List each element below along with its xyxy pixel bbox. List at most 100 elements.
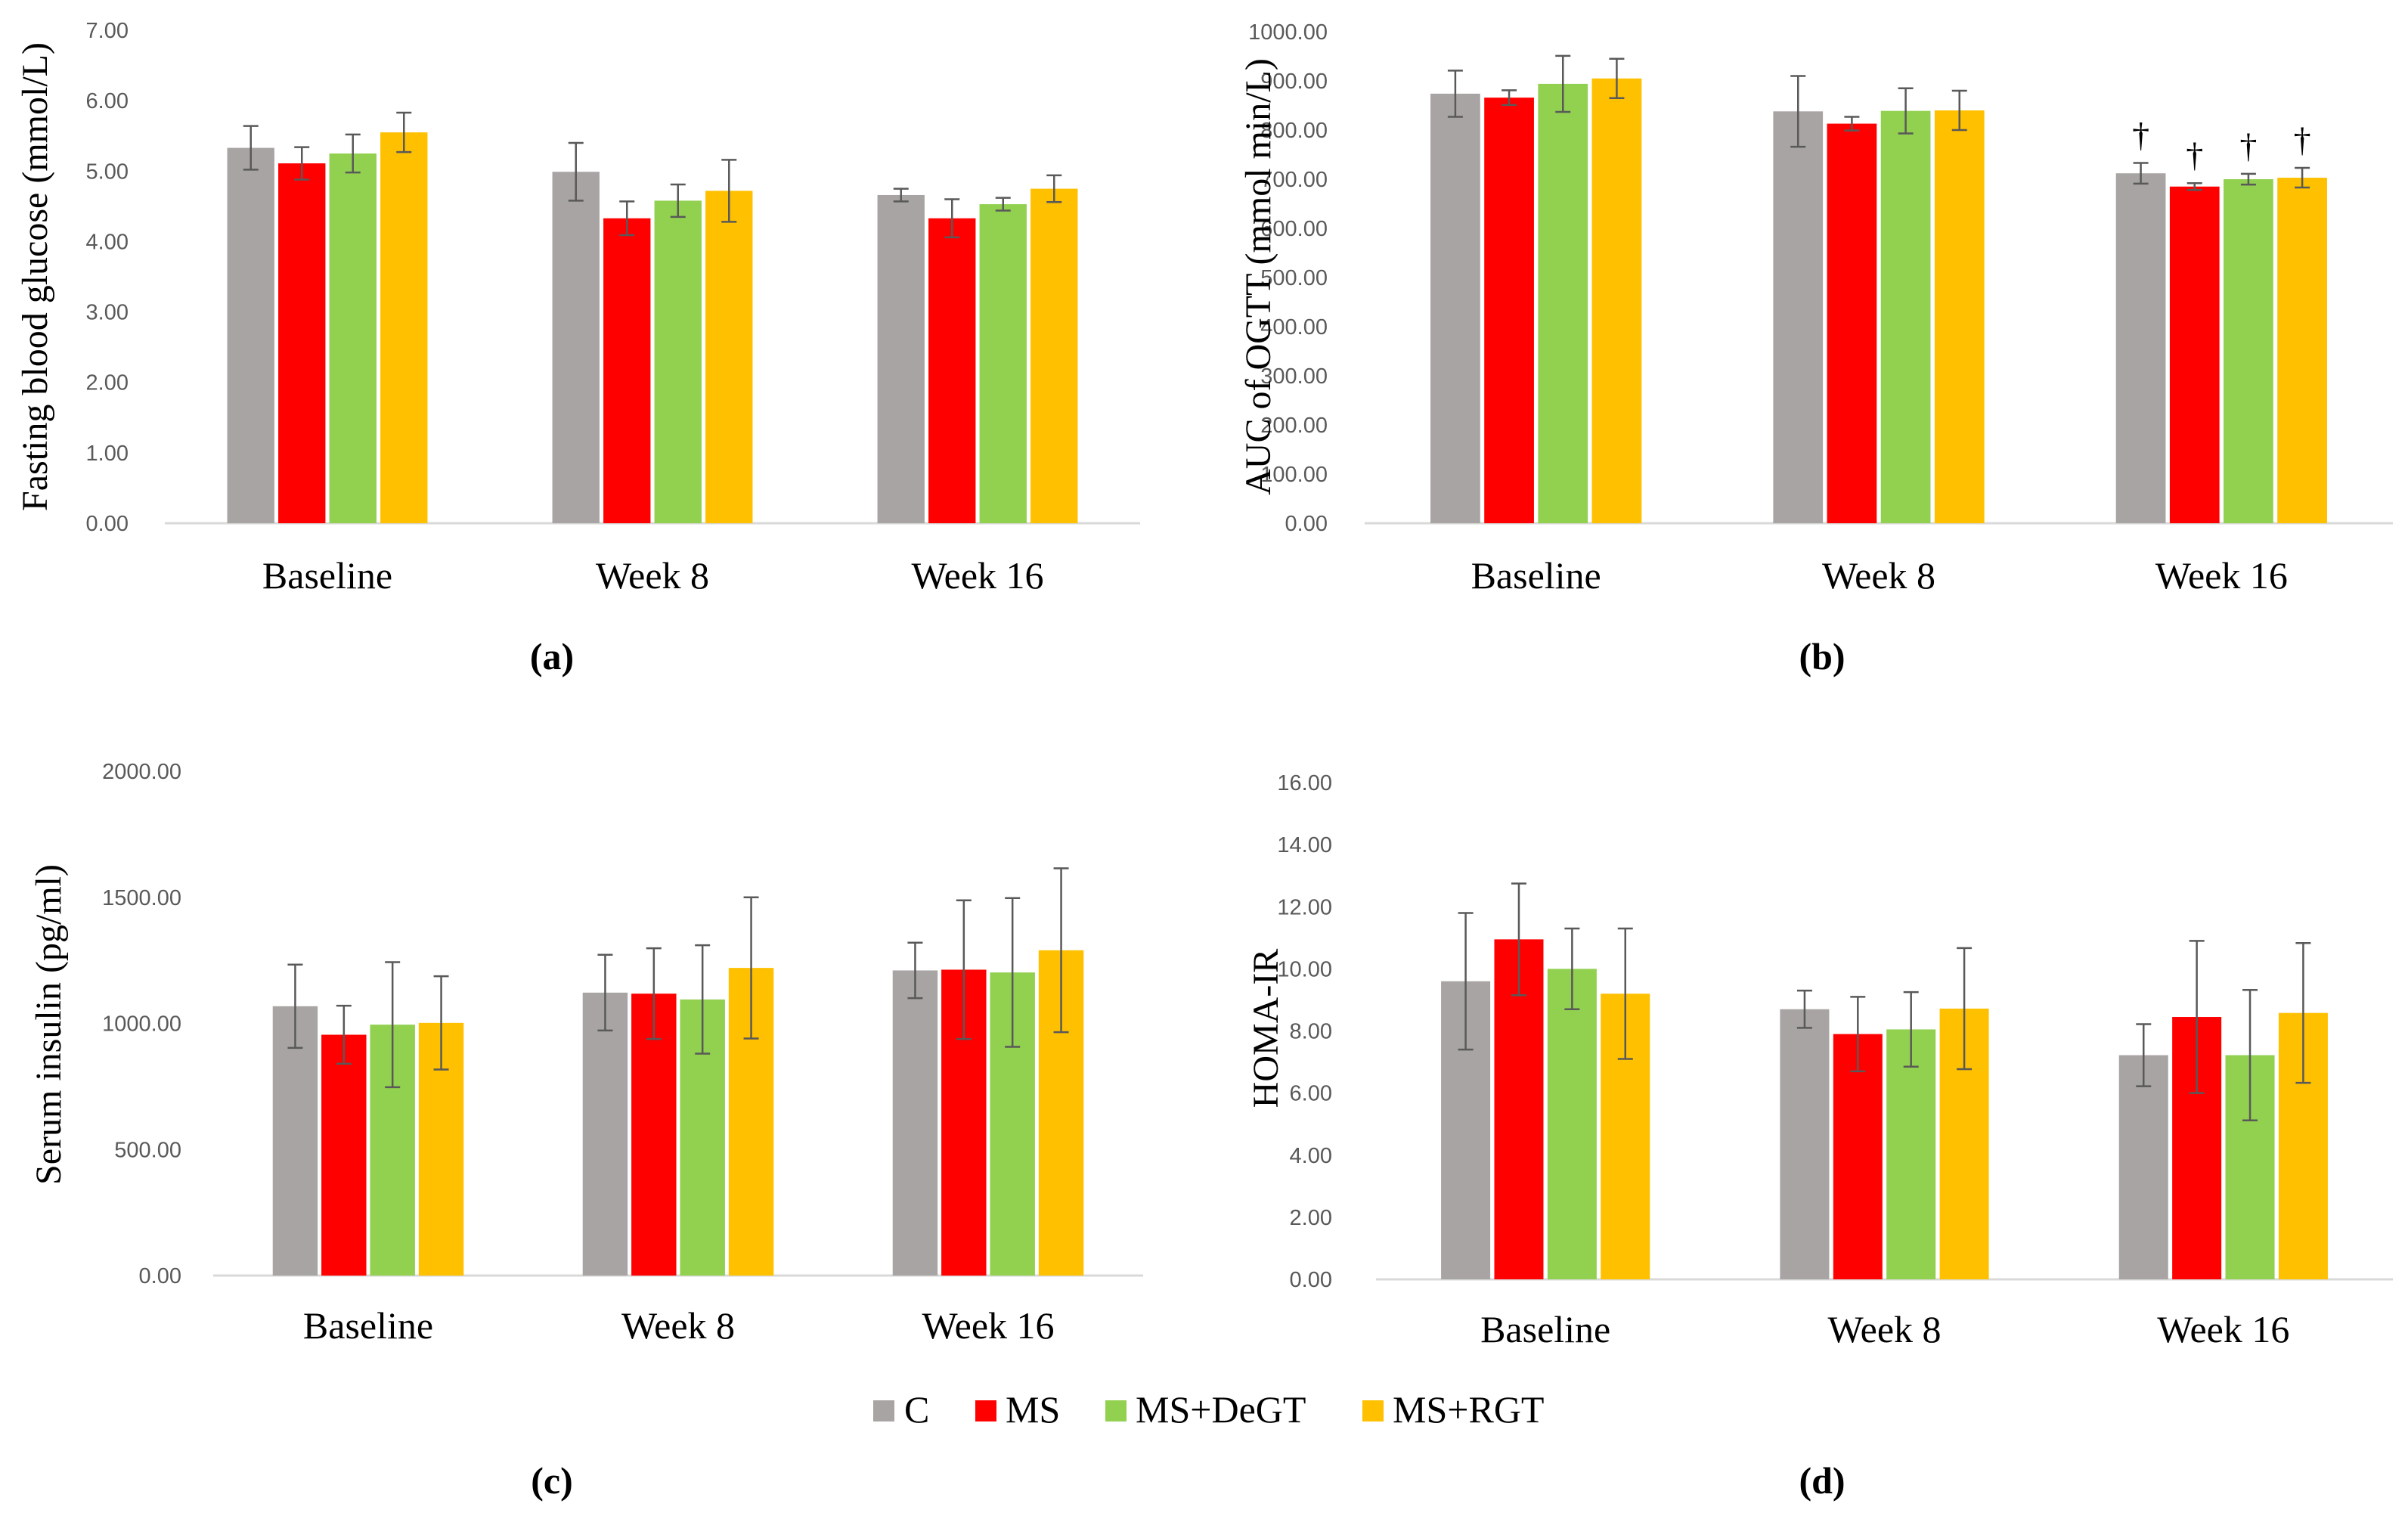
legend-label-ms-rgt: MS+RGT — [1393, 1388, 1544, 1431]
bar-ms-week-8 — [1827, 123, 1877, 524]
category-label-baseline: Baseline — [303, 1304, 433, 1347]
bar-ms-baseline — [278, 163, 326, 524]
category-label-week-16: Week 16 — [922, 1304, 1054, 1347]
y-tick-label: 1000.00 — [1248, 20, 1328, 45]
y-tick-label: 0.00 — [1285, 512, 1328, 536]
bar-ms-degt-week-8 — [1886, 1029, 1936, 1279]
y-tick-label: 100.00 — [1260, 463, 1328, 487]
bar-c-week-8 — [552, 172, 600, 523]
bar-c-week-8 — [1773, 111, 1824, 524]
legend-item-ms: MS — [975, 1388, 1060, 1431]
legend-item-c: C — [873, 1388, 929, 1431]
bar-ms-week-8 — [1833, 1034, 1883, 1279]
y-tick-label: 6.00 — [86, 89, 129, 113]
y-tick-label: 500.00 — [1260, 266, 1328, 290]
panel-label-a: (a) — [530, 635, 574, 677]
bar-ms-week-16 — [928, 218, 976, 523]
bar-c-week-16 — [877, 194, 925, 523]
y-axis-label: HOMA-IR — [1246, 949, 1286, 1108]
y-axis-label: AUC of OGTT (mmol min/L) — [1238, 58, 1278, 495]
y-tick-label: 3.00 — [86, 301, 129, 325]
bar-ms-degt-baseline — [329, 153, 377, 523]
category-label-week-8: Week 8 — [1822, 554, 1935, 597]
y-axis-label: Serum insulin (pg/ml) — [29, 864, 69, 1185]
legend-item-ms-degt: MS+DeGT — [1105, 1388, 1306, 1431]
y-tick-label: 8.00 — [1290, 1020, 1332, 1044]
chart-a: 0.00 1.00 2.00 3.00 4.00 5.00 6.00 7.00 Fasting … — [15, 19, 1140, 677]
y-tick-label: 900.00 — [1260, 70, 1328, 94]
bar-c-baseline — [227, 147, 274, 523]
y-tick-label: 600.00 — [1260, 217, 1328, 241]
y-tick-label: 700.00 — [1260, 168, 1328, 192]
chart-c: 0.00 500.00 1000.00 1500.00 2000.00 Serum ins… — [29, 760, 1143, 1502]
chart-b: 0.00 100.00 200.00 300.00 400.00 500.00 600.00… — [1238, 20, 2393, 677]
bar-ms-degt-baseline — [1547, 969, 1597, 1279]
significance-dagger: † — [2186, 135, 2203, 174]
chart-d: 0.00 2.00 4.00 6.00 8.00 10.00 12.00 14.00 16.00… — [1246, 771, 2393, 1502]
y-tick-label: 1.00 — [86, 442, 129, 466]
category-label-week-16: Week 16 — [2155, 554, 2288, 597]
y-tick-label: 2.00 — [86, 371, 129, 395]
legend-swatch-c — [873, 1400, 894, 1421]
legend-label-c: C — [904, 1388, 929, 1431]
category-label-week-8: Week 8 — [596, 554, 709, 597]
y-tick-label: 7.00 — [86, 19, 129, 43]
y-tick-label: 300.00 — [1260, 364, 1328, 389]
bar-ms-degt-baseline — [1538, 83, 1588, 523]
bar-c-week-8 — [1780, 1009, 1830, 1279]
bar-ms-degt-week-16 — [2224, 179, 2273, 523]
bar-ms-rgt-baseline — [1591, 78, 1642, 523]
y-tick-label: 2.00 — [1290, 1206, 1332, 1230]
y-tick-label: 800.00 — [1260, 119, 1328, 143]
bar-c-week-8 — [582, 992, 628, 1276]
category-label-baseline: Baseline — [1480, 1308, 1610, 1350]
bar-c-week-16 — [2115, 173, 2166, 523]
legend-label-ms: MS — [1006, 1388, 1060, 1431]
y-tick-label: 500.00 — [114, 1138, 181, 1162]
bar-ms-week-16 — [2169, 186, 2220, 523]
bar-ms-baseline — [1484, 98, 1534, 524]
category-label-week-16: Week 16 — [911, 554, 1043, 597]
y-tick-label: 1000.00 — [102, 1012, 181, 1037]
bar-ms-degt-week-8 — [654, 200, 702, 523]
bar-c-week-16 — [892, 970, 938, 1276]
y-tick-label: 14.00 — [1277, 833, 1332, 857]
bar-c-baseline — [1430, 93, 1480, 523]
y-tick-label: 4.00 — [86, 230, 129, 254]
y-tick-label: 0.00 — [1290, 1268, 1332, 1292]
bar-ms-week-8 — [603, 218, 651, 523]
panel-label-b: (b) — [1799, 635, 1845, 677]
y-tick-label: 12.00 — [1277, 895, 1332, 919]
bar-ms-rgt-week-8 — [705, 191, 753, 523]
y-tick-label: 16.00 — [1277, 771, 1332, 795]
category-label-week-8: Week 8 — [621, 1304, 735, 1347]
y-tick-label: 5.00 — [86, 160, 129, 184]
y-tick-label: 0.00 — [139, 1264, 181, 1288]
bar-c-week-16 — [2118, 1055, 2168, 1279]
legend-swatch-ms-rgt — [1362, 1400, 1384, 1421]
panel-label-d: (d) — [1799, 1459, 1845, 1502]
y-tick-label: 10.00 — [1277, 957, 1332, 981]
y-tick-label: 4.00 — [1290, 1144, 1332, 1168]
bar-ms-rgt-week-16 — [1030, 188, 1078, 524]
bar-ms-rgt-baseline — [380, 132, 428, 524]
y-tick-label: 0.00 — [86, 512, 129, 536]
y-tick-label: 1500.00 — [102, 886, 181, 910]
legend: C MS MS+DeGT MS+RGT — [873, 1388, 1544, 1431]
bar-ms-rgt-week-16 — [2277, 178, 2327, 524]
legend-label-ms-degt: MS+DeGT — [1136, 1388, 1306, 1431]
significance-dagger: † — [2239, 126, 2257, 165]
category-label-week-16: Week 16 — [2157, 1308, 2289, 1350]
y-tick-label: 200.00 — [1260, 414, 1328, 438]
category-label-week-8: Week 8 — [1827, 1308, 1941, 1350]
bar-ms-degt-week-8 — [1880, 110, 1931, 523]
category-label-baseline: Baseline — [262, 554, 392, 597]
bar-ms-degt-week-16 — [979, 204, 1027, 523]
y-axis-label: Fasting blood glucose (mmol/L) — [15, 42, 55, 511]
bar-ms-rgt-week-8 — [1934, 110, 1985, 523]
significance-dagger: † — [2132, 116, 2149, 154]
category-label-baseline: Baseline — [1471, 554, 1601, 597]
legend-item-ms-rgt: MS+RGT — [1362, 1388, 1544, 1431]
panel-label-c: (c) — [531, 1459, 573, 1502]
